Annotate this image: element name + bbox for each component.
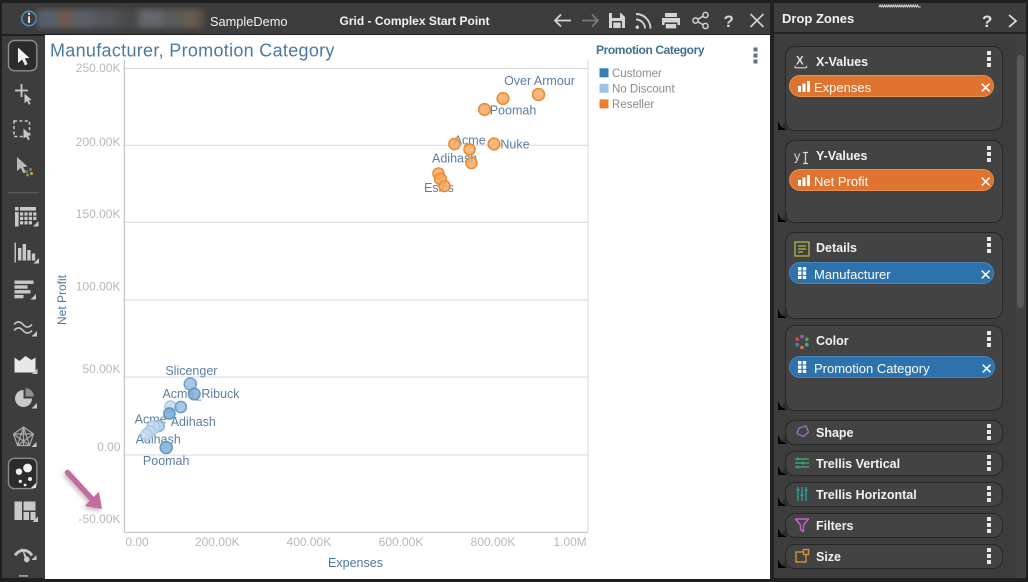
svg-text:50.00K: 50.00K — [82, 362, 120, 376]
svg-text:200.00K: 200.00K — [195, 535, 240, 549]
svg-text:250.00K: 250.00K — [76, 61, 121, 75]
svg-text:Customer: Customer — [612, 68, 662, 80]
svg-text:?: ? — [982, 12, 992, 30]
svg-text:Poomah: Poomah — [490, 104, 537, 118]
svg-text:Manufacturer, Promotion Catego: Manufacturer, Promotion Category — [50, 41, 335, 61]
svg-text:X: X — [796, 55, 804, 67]
svg-text:Acme_Ribuck: Acme_Ribuck — [162, 387, 240, 401]
svg-text:800.00K: 800.00K — [471, 535, 516, 549]
svg-text:Slicenger: Slicenger — [165, 364, 217, 378]
svg-text:y: y — [794, 150, 801, 164]
svg-text:400.00K: 400.00K — [287, 535, 332, 549]
svg-text:0.00: 0.00 — [97, 440, 121, 454]
svg-text:Nuke: Nuke — [500, 137, 529, 151]
svg-text:Promotion Category: Promotion Category — [596, 43, 705, 57]
svg-text:No Discount: No Discount — [612, 84, 675, 96]
svg-text:?: ? — [724, 12, 734, 31]
svg-text:200.00K: 200.00K — [76, 135, 121, 149]
svg-text:-50.00K: -50.00K — [78, 512, 120, 526]
svg-text:0.00: 0.00 — [125, 535, 149, 549]
svg-text:Acme: Acme — [454, 134, 486, 148]
svg-text:1.00M: 1.00M — [553, 535, 586, 549]
svg-text:100.00K: 100.00K — [76, 280, 121, 294]
svg-text:600.00K: 600.00K — [379, 535, 424, 549]
svg-text:Adihash: Adihash — [171, 415, 216, 429]
svg-text:Expenses: Expenses — [328, 556, 383, 570]
svg-text:Poomah: Poomah — [143, 454, 190, 468]
svg-text:Net Profit: Net Profit — [55, 274, 69, 325]
svg-text:Reseller: Reseller — [612, 99, 654, 111]
svg-text:150.00K: 150.00K — [76, 207, 121, 221]
svg-text:Over Armour: Over Armour — [504, 74, 575, 88]
